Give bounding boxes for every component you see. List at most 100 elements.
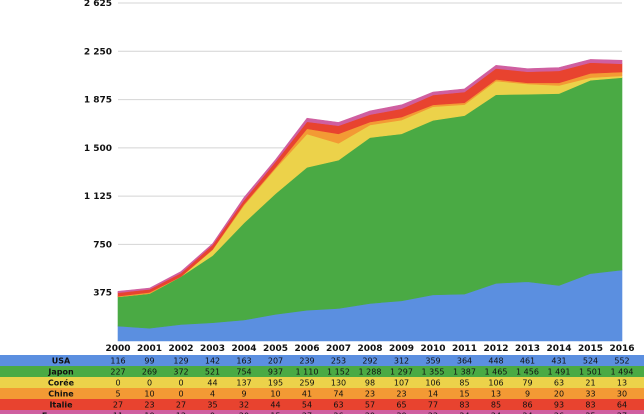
table-cell: 83	[459, 401, 469, 410]
table-cell: 41	[302, 390, 312, 399]
table-cell: 312	[394, 357, 409, 366]
table-cell: 54	[302, 401, 312, 410]
table-cell: 20	[554, 390, 564, 399]
table-cell: 12	[176, 412, 186, 414]
table-cell: 431	[551, 357, 566, 366]
table-cell: 239	[299, 357, 314, 366]
table-cell: 83	[585, 401, 595, 410]
table-cell: 253	[331, 357, 346, 366]
table-cell: 85	[459, 379, 469, 388]
y-tick-label: 2 250	[84, 47, 112, 57]
table-cell: 163	[236, 357, 251, 366]
table-cell: 64	[617, 401, 627, 410]
table-cell: 63	[554, 379, 564, 388]
table-cell: 86	[522, 401, 532, 410]
table-cell: 461	[520, 357, 535, 366]
table-cell: 0	[115, 379, 120, 388]
table-cell: 32	[239, 401, 249, 410]
table-cell: 65	[396, 401, 406, 410]
table-cell: 15	[459, 390, 469, 399]
x-tick-label: 2002	[168, 344, 193, 354]
table-cell: 85	[491, 401, 501, 410]
table-row-chine	[0, 388, 644, 399]
table-cell: 116	[110, 357, 125, 366]
table-cell: 11	[113, 412, 123, 414]
x-tick-label: 2009	[389, 344, 414, 354]
table-row-label: Espagne	[42, 412, 81, 414]
table-cell: 93	[554, 401, 564, 410]
y-tick-label: 1 875	[84, 96, 112, 106]
table-row-label: USA	[52, 357, 71, 366]
table-cell: 1 387	[453, 368, 476, 377]
table-cell: 74	[333, 390, 343, 399]
area-espagne	[117, 59, 623, 294]
y-tick-label: 1 125	[84, 192, 112, 202]
table-cell: 9	[525, 390, 530, 399]
table-cell: 24	[459, 412, 469, 414]
table-row-italie	[0, 399, 644, 410]
x-tick-label: 2007	[326, 344, 351, 354]
x-tick-label: 2011	[452, 344, 477, 354]
table-cell: 22	[428, 412, 438, 414]
table-cell: 0	[147, 379, 152, 388]
table-cell: 129	[173, 357, 188, 366]
x-tick-label: 2001	[137, 344, 162, 354]
table-cell: 259	[299, 379, 314, 388]
table-cell: 27	[176, 401, 186, 410]
table-row-usa	[0, 355, 644, 366]
table-cell: 57	[365, 401, 375, 410]
table-cell: 227	[110, 368, 125, 377]
table-cell: 1 491	[548, 368, 571, 377]
y-tick-label: 375	[93, 289, 112, 299]
table-cell: 23	[396, 390, 406, 399]
table-cell: 448	[488, 357, 503, 366]
table-cell: 20	[239, 412, 249, 414]
table-cell: 1 501	[579, 368, 602, 377]
table-cell: 44	[270, 401, 280, 410]
table-cell: 106	[488, 379, 503, 388]
table-cell: 15	[270, 412, 280, 414]
table-cell: 14	[428, 390, 438, 399]
x-tick-label: 2013	[515, 344, 540, 354]
table-cell: 364	[457, 357, 472, 366]
table-cell: 4	[210, 390, 215, 399]
x-tick-label: 2012	[483, 344, 508, 354]
table-cell: 0	[178, 390, 183, 399]
table-row-label: Chine	[48, 390, 74, 399]
table-cell: 27	[302, 412, 312, 414]
table-cell: 9	[210, 412, 215, 414]
table-cell: 13	[491, 390, 501, 399]
x-tick-label: 2004	[231, 344, 256, 354]
table-cell: 30	[617, 390, 627, 399]
table-cell: 269	[142, 368, 157, 377]
table-cell: 23	[144, 401, 154, 410]
table-row-coree	[0, 377, 644, 388]
table-cell: 0	[178, 379, 183, 388]
table-cell: 372	[173, 368, 188, 377]
table-cell: 30	[396, 412, 406, 414]
table-cell: 98	[365, 379, 375, 388]
table-cell: 77	[428, 401, 438, 410]
table-cell: 137	[236, 379, 251, 388]
table-cell: 521	[205, 368, 220, 377]
x-tick-label: 2005	[263, 344, 288, 354]
table-cell: 754	[236, 368, 251, 377]
table-cell: 937	[268, 368, 283, 377]
table-row-espagne	[0, 410, 644, 414]
x-tick-label: 2000	[105, 344, 130, 354]
table-cell: 25	[585, 412, 595, 414]
x-tick-label: 2015	[578, 344, 603, 354]
table-cell: 1 456	[516, 368, 539, 377]
y-tick-label: 750	[93, 240, 112, 250]
x-tick-label: 2003	[200, 344, 225, 354]
table-cell: 33	[585, 390, 595, 399]
x-axis-year-labels: 2000 2001 2002 2003 2004 2005 2006 2007 2008 2009…	[105, 344, 634, 354]
area-series	[117, 59, 623, 342]
table-cell: 106	[425, 379, 440, 388]
table-cell: 1 297	[390, 368, 413, 377]
table-row-label: Japon	[47, 368, 74, 377]
table-cell: 5	[115, 390, 120, 399]
table-cell: 130	[331, 379, 346, 388]
table-cell: 23	[365, 390, 375, 399]
